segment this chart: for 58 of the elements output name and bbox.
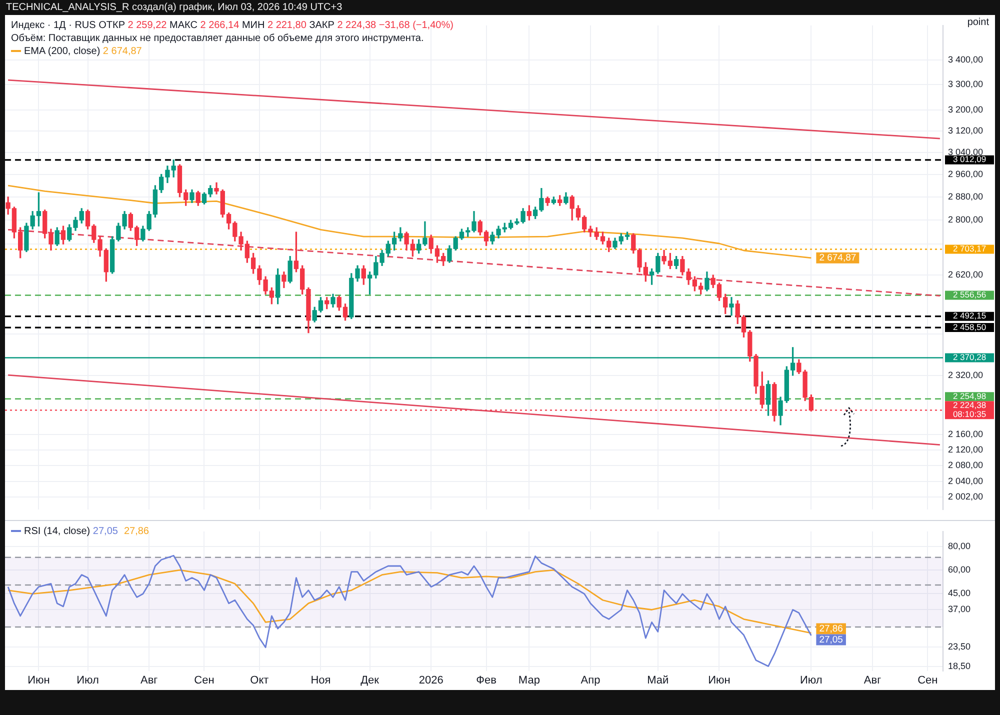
text: 27,05 xyxy=(92,526,118,537)
text: TECHNICAL_ANALYSIS_R создал(а) график, Июл 03, 2026 10:49 UTC+3 xyxy=(5,1,344,15)
x-tick-label: Мар xyxy=(518,674,540,686)
y-tick-label: 23,50 xyxy=(948,642,971,652)
y-tick-label: 2 320,00 xyxy=(948,370,984,380)
text: 27,86 xyxy=(124,526,149,537)
y-tick-label: 45,00 xyxy=(948,588,971,598)
x-tick-label: 2026 xyxy=(418,674,444,686)
x-tick-label: Июн xyxy=(28,674,50,686)
data-label: 2 674,87 xyxy=(819,252,856,264)
x-tick-label: Июн xyxy=(708,674,730,686)
y-tick-label: 2 880,00 xyxy=(948,191,984,202)
x-tick-label: Фев xyxy=(476,674,497,686)
text: ОТКР 2 259,22 МАКС 2 266,14 МИН 2 221,80 ЗАКР 2 224,38 −31,68 (−1,40%) xyxy=(98,20,454,31)
y-tick-label: 2 002,00 xyxy=(948,492,984,502)
data-label: 27,05 xyxy=(819,634,843,646)
ref-line-label: 2 458,50 xyxy=(952,322,986,332)
x-tick-label: Дек xyxy=(360,674,380,686)
legend-label: EMA (200, close) xyxy=(24,46,102,57)
y-tick-label: 2 040,00 xyxy=(948,476,984,486)
x-tick-label: Авг xyxy=(140,674,158,686)
y-tick-label: 80,00 xyxy=(948,540,971,551)
y-tick-label: 3 120,00 xyxy=(948,125,984,136)
y-tick-label: 18,50 xyxy=(948,661,971,672)
ref-line-label: 2 224,38 08:10:35 xyxy=(952,400,986,420)
ref-line-label: 2 556,56 xyxy=(952,290,986,300)
y-axis-title: point xyxy=(967,17,989,28)
y-tick-label: 2 120,00 xyxy=(948,444,984,454)
y-tick-label: 2 620,00 xyxy=(948,270,984,280)
y-tick-label: 3 200,00 xyxy=(948,104,984,114)
ref-line-label: 2 370,28 xyxy=(952,352,986,362)
chart-title: Индекс · 1Д · RUS xyxy=(11,20,96,31)
data-label: 27,86 xyxy=(819,623,843,634)
legend-label: RSI (14, close) xyxy=(24,526,92,537)
x-tick-label: Сен xyxy=(194,674,214,686)
x-tick-label: Ноя xyxy=(310,674,331,686)
y-tick-label: 3 300,00 xyxy=(948,79,984,90)
ref-line-label: 2 492,15 xyxy=(952,310,986,321)
x-tick-label: Июл xyxy=(76,674,99,686)
x-tick-label: Окт xyxy=(250,674,269,686)
x-tick-label: Июл xyxy=(800,674,822,686)
y-tick-label: 2 800,00 xyxy=(948,214,984,225)
x-tick-label: Май xyxy=(647,674,669,686)
y-tick-label: 2 160,00 xyxy=(948,428,984,439)
x-tick-label: Сен xyxy=(918,674,938,686)
y-tick-label: 2 960,00 xyxy=(948,168,984,179)
text: 2 674,87 xyxy=(102,46,142,57)
y-tick-label: 2 080,00 xyxy=(948,460,984,470)
x-tick-label: Апр xyxy=(580,674,600,686)
ref-line-label: 3 012,09 xyxy=(952,154,986,164)
ref-line-label: 2 254,98 xyxy=(952,391,986,402)
y-tick-label: 37,00 xyxy=(948,604,971,614)
y-tick-label: 3 400,00 xyxy=(948,54,984,64)
ref-line-label: 2 703,17 xyxy=(952,244,986,254)
x-tick-label: Авг xyxy=(864,674,882,686)
annotation: Объём: Поставщик данных не предоставляет данные об объеме для этого инструмента. xyxy=(11,32,425,45)
y-tick-label: 3 040,00 xyxy=(948,146,984,157)
y-tick-label: 60,00 xyxy=(948,564,971,575)
